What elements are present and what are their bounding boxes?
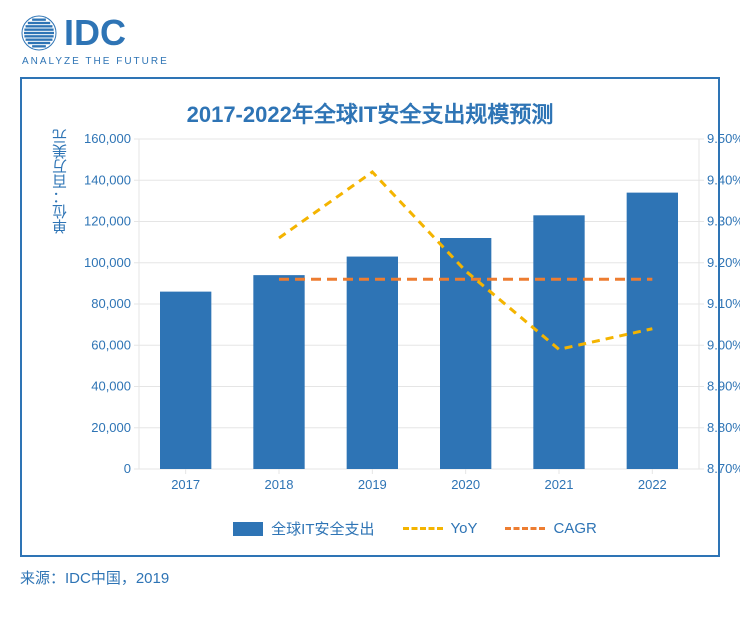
- legend-item-yoy: YoY: [403, 518, 478, 539]
- svg-text:2019: 2019: [358, 477, 387, 492]
- logo-tagline: ANALYZE THE FUTURE: [22, 56, 720, 67]
- legend: 全球IT安全支出 YoY CAGR: [75, 518, 740, 539]
- svg-text:9.00%: 9.00%: [707, 337, 740, 352]
- chart-plot: 0 20,000 40,000 60,000 80,000 100,000 120,000 1…: [75, 129, 740, 505]
- svg-text:80,000: 80,000: [91, 296, 131, 311]
- svg-text:8.70%: 8.70%: [707, 461, 740, 476]
- svg-text:0: 0: [124, 461, 131, 476]
- svg-text:20,000: 20,000: [91, 420, 131, 435]
- legend-swatch-yoy: [403, 527, 443, 530]
- chart-container: 2017-2022年全球IT安全支出规模预测 单位：百万美元 0 20,000 40…: [20, 77, 720, 557]
- legend-label-bars: 全球IT安全支出: [271, 518, 374, 539]
- svg-text:9.20%: 9.20%: [707, 255, 740, 270]
- svg-text:8.90%: 8.90%: [707, 379, 740, 394]
- svg-text:8.80%: 8.80%: [707, 420, 740, 435]
- svg-text:2017: 2017: [171, 477, 200, 492]
- svg-text:100,000: 100,000: [84, 255, 131, 270]
- legend-swatch-bar: [233, 522, 263, 536]
- y-axis-label: 单位：百万美元: [50, 129, 71, 274]
- svg-text:2018: 2018: [265, 477, 294, 492]
- svg-text:40,000: 40,000: [91, 379, 131, 394]
- legend-item-bars: 全球IT安全支出: [233, 518, 374, 539]
- legend-label-yoy: YoY: [451, 520, 478, 537]
- legend-swatch-cagr: [505, 527, 545, 530]
- chart-title: 2017-2022年全球IT安全支出规模预测: [50, 97, 690, 129]
- logo-area: IDC ANALYZE THE FUTURE: [0, 0, 740, 73]
- svg-text:9.30%: 9.30%: [707, 214, 740, 229]
- legend-label-cagr: CAGR: [553, 520, 596, 537]
- svg-text:120,000: 120,000: [84, 214, 131, 229]
- svg-text:60,000: 60,000: [91, 337, 131, 352]
- chart-source: 来源：IDC中国，2019: [20, 567, 720, 588]
- svg-text:160,000: 160,000: [84, 131, 131, 146]
- idc-sphere-icon: [20, 14, 58, 52]
- svg-text:9.40%: 9.40%: [707, 172, 740, 187]
- svg-text:140,000: 140,000: [84, 172, 131, 187]
- svg-text:2020: 2020: [451, 477, 480, 492]
- svg-text:9.50%: 9.50%: [707, 131, 740, 146]
- svg-text:2022: 2022: [638, 477, 667, 492]
- svg-text:9.10%: 9.10%: [707, 296, 740, 311]
- legend-item-cagr: CAGR: [505, 518, 596, 539]
- logo-row: IDC: [20, 12, 720, 54]
- svg-text:2021: 2021: [545, 477, 574, 492]
- logo-text: IDC: [64, 12, 126, 54]
